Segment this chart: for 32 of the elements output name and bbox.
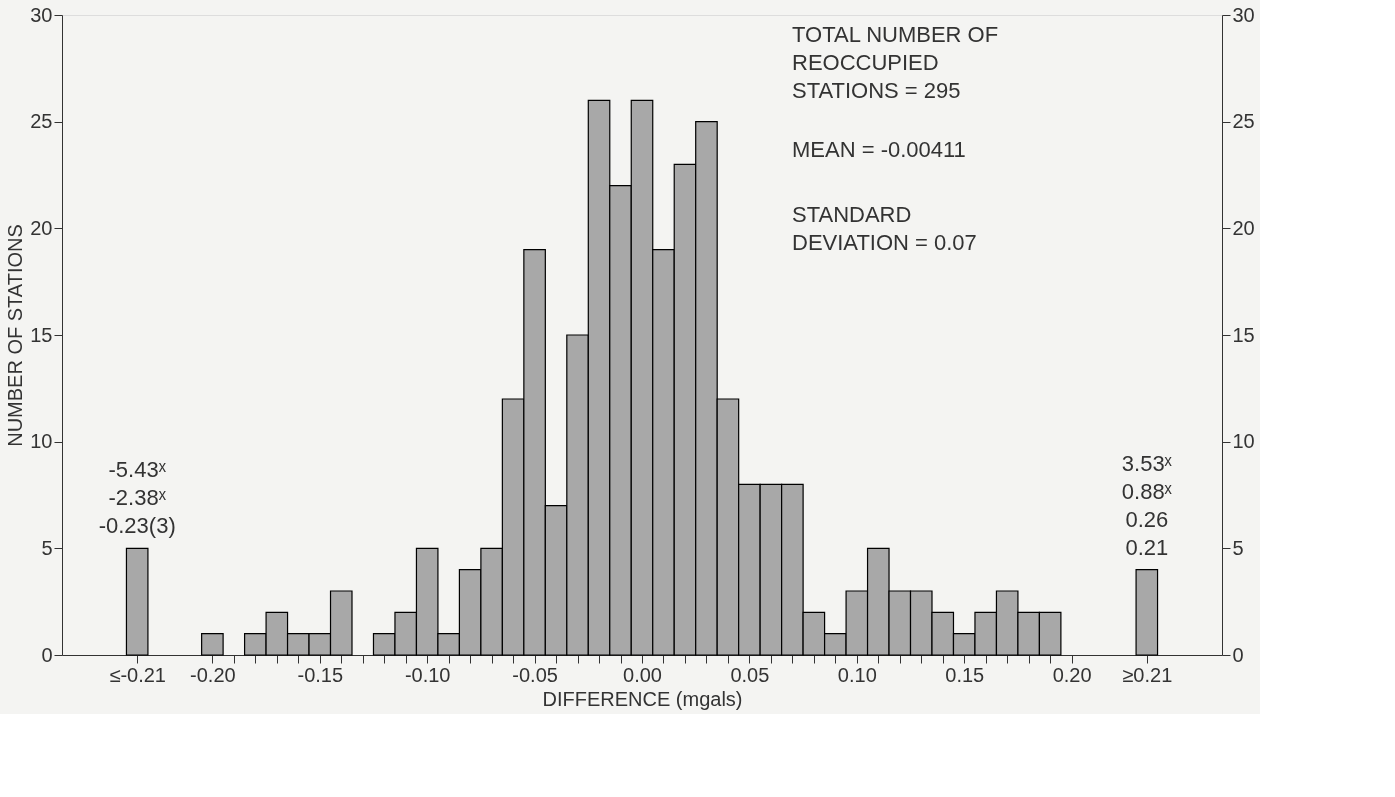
- y2-tick-label: 25: [1232, 110, 1255, 133]
- y2-tick-label: 20: [1232, 216, 1255, 239]
- x-tick-label: -0.15: [297, 663, 344, 686]
- x-tick-label: 0.20: [1052, 663, 1092, 686]
- x-axis-title: DIFFERENCE (mgals): [542, 687, 743, 710]
- annotation: MEAN = -0.00411: [792, 137, 966, 162]
- y2-tick-label: 30: [1232, 3, 1255, 26]
- y-axis-title: NUMBER OF STATIONS: [4, 224, 27, 447]
- annotation: 3.53ˣ 0.88ˣ 0.26 0.21: [1121, 450, 1173, 560]
- y2-tick-label: 10: [1232, 430, 1255, 453]
- y2-tick-label: 0: [1232, 643, 1244, 666]
- y-tick-label: 5: [41, 536, 53, 559]
- x-tick-label: -0.05: [512, 663, 558, 686]
- y-tick-label: 30: [30, 3, 53, 26]
- annotation: TOTAL NUMBER OF REOCCUPIED STATIONS = 295: [792, 22, 999, 103]
- x-tick-label: 0.15: [945, 663, 985, 686]
- y-tick-label: 25: [30, 110, 53, 133]
- y-tick-label: 0: [41, 643, 53, 666]
- x-tick-label: ≤-0.21: [109, 663, 166, 686]
- x-tick-label: 0.05: [730, 663, 770, 686]
- x-tick-label: ≥0.21: [1122, 663, 1173, 686]
- annotation: STANDARD DEVIATION = 0.07: [792, 202, 977, 255]
- x-tick-label: -0.10: [404, 663, 451, 686]
- y-tick-label: 15: [30, 323, 53, 346]
- y2-tick-label: 5: [1232, 536, 1244, 559]
- annotation: -5.43ˣ -2.38ˣ -0.23(3): [98, 457, 176, 539]
- y-tick-label: 20: [30, 216, 53, 239]
- x-tick-label: -0.20: [190, 663, 236, 686]
- x-tick-label: 0.10: [837, 663, 877, 686]
- y2-tick-label: 15: [1232, 323, 1255, 346]
- y-tick-label: 10: [30, 430, 53, 453]
- x-tick-label: 0.00: [623, 663, 662, 686]
